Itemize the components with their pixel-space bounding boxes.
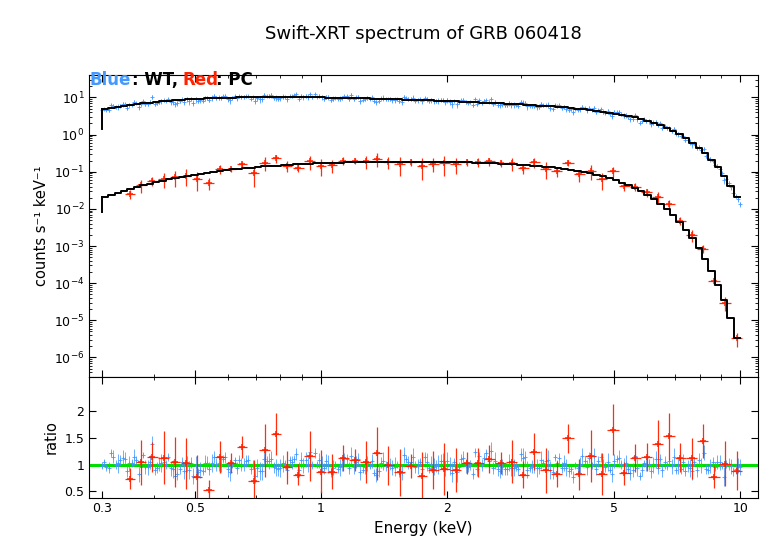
Text: : WT,: : WT,: [132, 71, 184, 89]
Text: : PC: : PC: [216, 71, 253, 89]
Text: Red: Red: [183, 71, 218, 89]
Y-axis label: ratio: ratio: [44, 420, 59, 454]
X-axis label: Energy (keV): Energy (keV): [375, 521, 472, 536]
Y-axis label: counts s⁻¹ keV⁻¹: counts s⁻¹ keV⁻¹: [33, 166, 49, 286]
Text: Swift-XRT spectrum of GRB 060418: Swift-XRT spectrum of GRB 060418: [265, 25, 582, 43]
Text: Blue: Blue: [89, 71, 131, 89]
